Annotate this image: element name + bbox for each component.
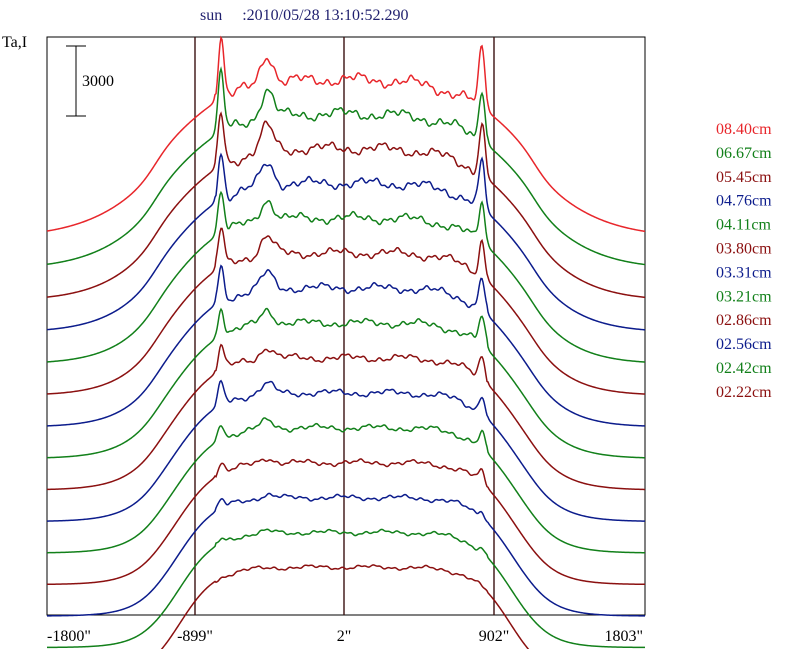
y-axis-label: Ta,I: [2, 34, 27, 51]
scan-curve-04.11cm: [46, 190, 646, 363]
legend-entry-04.11cm: 04.11cm: [716, 217, 772, 234]
x-tick-labels: -1800" -899" 2" 902" 1803": [47, 628, 643, 645]
scan-curve-05.45cm: [46, 111, 646, 299]
legend-entry-02.56cm: 02.56cm: [716, 336, 772, 353]
legend-entry-06.67cm: 06.67cm: [716, 145, 772, 162]
scale-bar-label: 3000: [82, 73, 114, 90]
legend-entry-08.40cm: 08.40cm: [716, 121, 772, 138]
chart-title: sun :2010/05/28 13:10:52.290: [200, 7, 408, 24]
intensity-scale-bar: 3000: [66, 45, 114, 117]
legend-entry-02.22cm: 02.22cm: [716, 384, 772, 401]
scan-curve-02.56cm: [46, 379, 646, 522]
legend-entry-04.76cm: 04.76cm: [716, 193, 772, 210]
scan-curve-02.42cm: [46, 417, 646, 554]
legend-entry-03.80cm: 03.80cm: [716, 241, 772, 258]
plot-frame: [46, 36, 646, 616]
legend-entry-03.21cm: 03.21cm: [716, 288, 772, 305]
x-tick-label-2: 2": [337, 628, 352, 645]
scan-curve-02.22cm: [46, 458, 646, 586]
x-tick-label-4: 1803": [604, 628, 643, 645]
legend-entry-02.42cm: 02.42cm: [716, 360, 772, 377]
scan-curve-02.86cm: [46, 343, 646, 491]
scan-curve-06.67cm: [46, 66, 646, 266]
scan-curve-unlabeled-12: [46, 492, 645, 617]
scan-curve-04.76cm: [46, 152, 646, 331]
legend-entry-02.86cm: 02.86cm: [716, 312, 772, 329]
x-tick-label-3: 902": [479, 628, 510, 645]
scan-curve-unlabeled-13: [47, 528, 645, 649]
scan-curve-unlabeled-14: [160, 564, 530, 649]
scan-curve-03.21cm: [46, 307, 646, 459]
scan-curve-03.80cm: [46, 227, 646, 395]
legend-entry-05.45cm: 05.45cm: [716, 169, 772, 186]
legend: 08.40cm 06.67cm 05.45cm 04.76cm 04.11cm 03.80…: [716, 121, 772, 401]
scan-curve-08.40cm: [46, 35, 646, 233]
scan-curve-03.31cm: [46, 264, 646, 427]
x-tick-label-0: -1800": [47, 628, 91, 645]
legend-entry-03.31cm: 03.31cm: [716, 264, 772, 281]
x-tick-label-1: -899": [177, 628, 213, 645]
scan-curves: [46, 35, 646, 649]
